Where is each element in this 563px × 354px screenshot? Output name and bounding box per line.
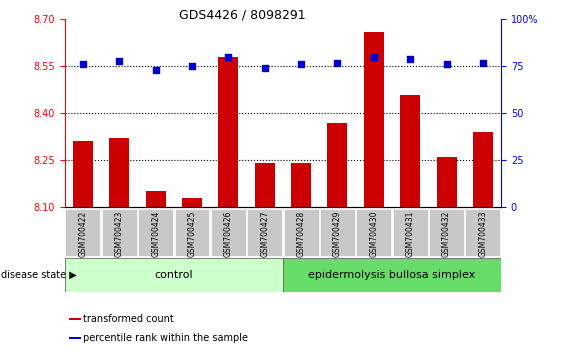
Text: GSM700425: GSM700425 <box>187 210 196 257</box>
Text: transformed count: transformed count <box>83 314 173 324</box>
Point <box>442 62 451 67</box>
Bar <box>109 138 129 207</box>
Bar <box>473 132 493 207</box>
Text: GSM700430: GSM700430 <box>369 210 378 257</box>
Bar <box>436 157 457 207</box>
Text: GSM700427: GSM700427 <box>260 210 269 257</box>
Bar <box>102 209 137 256</box>
Text: epidermolysis bullosa simplex: epidermolysis bullosa simplex <box>309 270 476 280</box>
Bar <box>283 258 501 292</box>
Bar <box>138 209 173 256</box>
Point <box>369 54 378 60</box>
Bar <box>182 198 202 207</box>
Bar <box>364 32 384 207</box>
Bar <box>247 209 282 256</box>
Bar <box>146 192 166 207</box>
Text: GDS4426 / 8098291: GDS4426 / 8098291 <box>179 9 305 22</box>
Bar <box>400 95 420 207</box>
Text: GSM700424: GSM700424 <box>151 210 160 257</box>
Bar <box>429 209 464 256</box>
Point <box>333 60 342 65</box>
Point <box>78 62 87 67</box>
Bar <box>356 209 391 256</box>
Bar <box>320 209 355 256</box>
Text: GSM700428: GSM700428 <box>297 210 306 257</box>
Text: GSM700432: GSM700432 <box>442 210 451 257</box>
Bar <box>393 209 428 256</box>
Bar <box>328 123 347 207</box>
Text: disease state ▶: disease state ▶ <box>1 270 77 280</box>
Text: control: control <box>154 270 193 280</box>
Bar <box>284 209 319 256</box>
Text: percentile rank within the sample: percentile rank within the sample <box>83 333 248 343</box>
Bar <box>69 318 81 320</box>
Point <box>224 54 233 60</box>
Bar <box>69 337 81 339</box>
Point <box>115 58 124 64</box>
Bar <box>175 209 209 256</box>
Point <box>297 62 306 67</box>
Bar <box>73 141 93 207</box>
Text: GSM700429: GSM700429 <box>333 210 342 257</box>
Bar <box>291 163 311 207</box>
Bar <box>65 209 100 256</box>
Text: GSM700431: GSM700431 <box>406 210 415 257</box>
Point <box>151 67 160 73</box>
Text: GSM700422: GSM700422 <box>78 210 87 257</box>
Text: GSM700423: GSM700423 <box>115 210 124 257</box>
Point <box>260 65 269 71</box>
Point <box>187 64 196 69</box>
Bar <box>218 57 238 207</box>
Bar <box>211 209 246 256</box>
Text: GSM700433: GSM700433 <box>479 210 488 257</box>
Point <box>479 60 488 65</box>
Point <box>406 56 415 62</box>
Bar <box>254 163 275 207</box>
Bar <box>65 258 283 292</box>
Bar <box>466 209 501 256</box>
Text: GSM700426: GSM700426 <box>224 210 233 257</box>
